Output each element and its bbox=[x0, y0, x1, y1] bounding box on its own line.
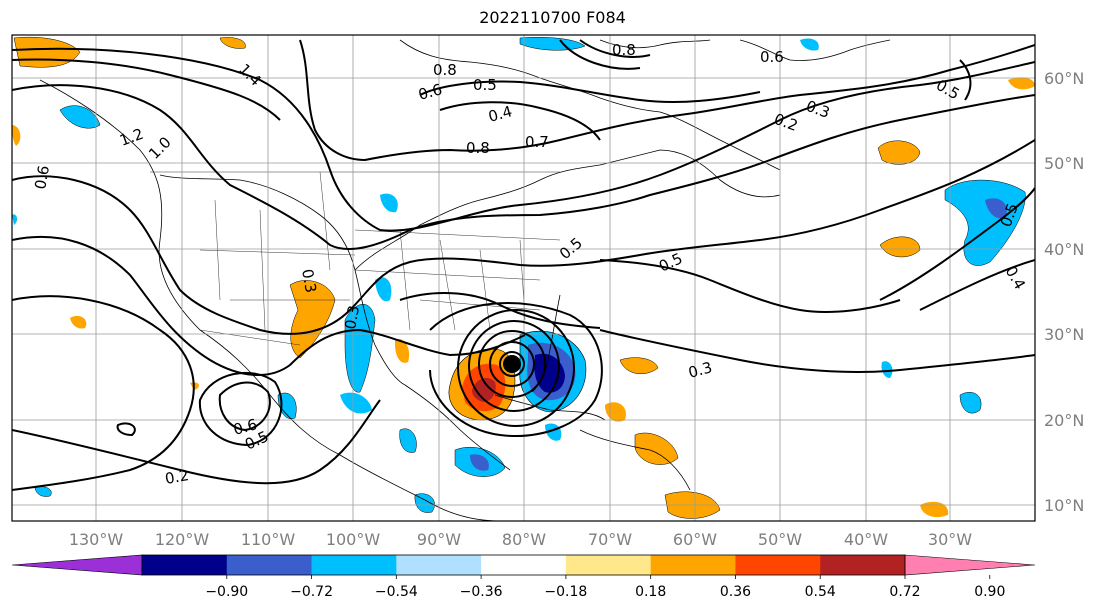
colorbar-label: 0.54 bbox=[805, 584, 836, 600]
colorbar-label: −0.54 bbox=[375, 584, 418, 600]
colorbar-label: −0.36 bbox=[460, 584, 503, 600]
colorbar-label: 0.36 bbox=[720, 584, 751, 600]
contour-label: 0.3 bbox=[298, 268, 320, 295]
contour-label: 0.6 bbox=[760, 48, 784, 66]
lon-label: 60°W bbox=[673, 530, 717, 549]
colorbar-label: 0.18 bbox=[635, 584, 666, 600]
colorbar-extend-max bbox=[904, 554, 1036, 576]
lon-label: 80°W bbox=[502, 530, 546, 549]
lon-label: 40°W bbox=[844, 530, 888, 549]
contour-label: 0.6 bbox=[31, 164, 53, 191]
contour-label: 0.6 bbox=[416, 80, 444, 104]
lat-label: 40°N bbox=[1044, 240, 1084, 259]
lat-label: 30°N bbox=[1044, 325, 1084, 344]
colorbar-segment bbox=[735, 555, 821, 575]
colorbar-label: −0.72 bbox=[290, 584, 333, 600]
colorbar-segment bbox=[311, 555, 397, 575]
lat-label: 10°N bbox=[1044, 496, 1084, 515]
colorbar-segment bbox=[396, 555, 482, 575]
contour-label: 0.8 bbox=[466, 139, 490, 157]
lon-label: 120°W bbox=[155, 530, 210, 549]
graticule bbox=[12, 35, 1035, 521]
latitude-labels: 60°N 50°N 40°N 30°N 20°N 10°N bbox=[1044, 69, 1084, 515]
colorbar-label: 0.72 bbox=[889, 584, 920, 600]
colorbar-label: 0.90 bbox=[974, 584, 1005, 600]
lon-label: 90°W bbox=[417, 530, 461, 549]
contour-label: 0.8 bbox=[433, 61, 457, 79]
contour-label: 0.2 bbox=[164, 466, 191, 488]
colorbar-segment bbox=[650, 555, 736, 575]
colorbar-segment bbox=[820, 555, 906, 575]
lat-label: 60°N bbox=[1044, 69, 1084, 88]
colorbar-segment bbox=[226, 555, 313, 575]
lat-label: 20°N bbox=[1044, 411, 1084, 430]
colorbar-segment bbox=[565, 555, 652, 575]
colorbar-segment bbox=[481, 555, 567, 575]
contour-label: 0.3 bbox=[686, 358, 714, 382]
storm-center-marker bbox=[503, 355, 521, 373]
contour-label: 0.8 bbox=[612, 41, 636, 59]
map-title: 2022110700 F084 bbox=[479, 8, 626, 27]
colorbar-segment bbox=[142, 555, 228, 575]
colorbar-outline bbox=[141, 554, 906, 576]
contour-label: 0.4 bbox=[486, 102, 514, 126]
map-frame bbox=[11, 34, 1036, 522]
colorbar-extend-min bbox=[11, 554, 143, 576]
contour-lines bbox=[12, 39, 1035, 491]
lon-label: 70°W bbox=[588, 530, 632, 549]
contour-label: 0.3 bbox=[341, 304, 363, 331]
colorbar: −0.90 −0.72 −0.54 −0.36 −0.18 0.18 0.36 0.54 0.7… bbox=[11, 554, 1036, 600]
map-area: 0.8 0.6 0.5 0.4 0.8 0.7 0.3 0.2 0.6 0.5 … bbox=[12, 35, 1035, 521]
lon-label: 30°W bbox=[928, 530, 972, 549]
contour-label: 0.7 bbox=[525, 133, 549, 151]
lon-label: 50°W bbox=[758, 530, 802, 549]
lon-label: 110°W bbox=[241, 530, 296, 549]
lat-label: 50°N bbox=[1044, 154, 1084, 173]
colorbar-label: −0.90 bbox=[205, 584, 248, 600]
contour-label: 0.5 bbox=[473, 76, 497, 94]
lon-label: 100°W bbox=[326, 530, 381, 549]
shaded-anomalies bbox=[12, 36, 1035, 519]
contour-label: 0.6 bbox=[231, 415, 259, 439]
colorbar-label: −0.18 bbox=[544, 584, 587, 600]
longitude-labels: 130°W 120°W 110°W 100°W 90°W 80°W 70°W 6… bbox=[69, 530, 972, 549]
lon-label: 130°W bbox=[69, 530, 124, 549]
